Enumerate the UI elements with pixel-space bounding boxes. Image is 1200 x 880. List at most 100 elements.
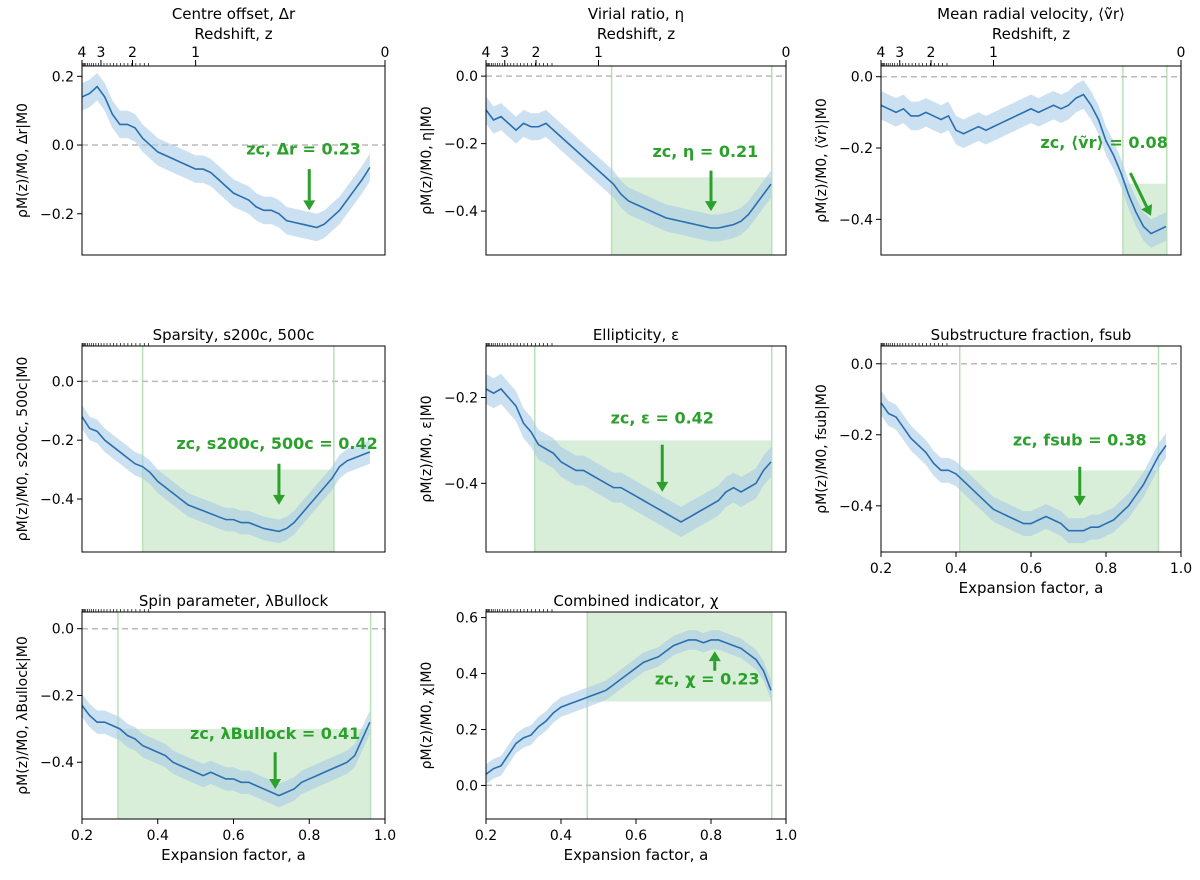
panel-title: Mean radial velocity, ⟨ṽr⟩ — [937, 5, 1125, 23]
x-tick-label: 0.6 — [625, 828, 647, 844]
x-tick-label: 1.0 — [775, 828, 797, 844]
x-tick-label: 1.0 — [1170, 561, 1192, 577]
x-tick-label: 0.6 — [1020, 561, 1042, 577]
y-tick-label: −0.2 — [40, 207, 74, 223]
annotation-label: zc, s200c, 500c = 0.42 — [176, 434, 377, 453]
y-axis-label: ρM(z)/M0, ε|M0 — [419, 395, 435, 502]
x-tick-label: 0.4 — [945, 561, 967, 577]
x-axis-label: Expansion factor, a — [959, 579, 1104, 597]
x-tick-label: 0.2 — [475, 828, 497, 844]
y-tick-label: 0.0 — [52, 374, 74, 390]
y-tick-label: 0.0 — [851, 357, 873, 373]
y-tick-label: −0.4 — [444, 476, 478, 492]
panel-centre-offset: 0.2 0.0 −0.2 4 3 2 1 0 Redshift, z Centre offset,… — [15, 5, 390, 256]
axes-frame — [81, 345, 386, 553]
x-tick-label: 0.2 — [71, 828, 93, 844]
panel-title: Ellipticity, ε — [593, 326, 679, 344]
z-tick-label: 2 — [128, 45, 137, 61]
panel-sparsity: 0.0 −0.2 −0.4 Sparsity, s200c, 500c ρM(z)/M0… — [15, 326, 386, 553]
z-tick-label: 1 — [594, 45, 603, 61]
panel-substructure-fraction: 0.0 −0.2 −0.4 0.2 0.4 0.6 0.8 1.0 Expansion fact… — [814, 326, 1192, 597]
y-tick-label: 0.0 — [851, 70, 873, 86]
annotation-label: zc, χ = 0.23 — [655, 670, 760, 689]
panel-mean-radial-velocity: 0.0 −0.2 −0.4 4 3 2 1 0 Redshift, z Mean radial v… — [814, 5, 1185, 256]
annotation-label: zc, fsub = 0.38 — [1013, 430, 1147, 449]
panel-combined-indicator: 0.6 0.4 0.2 0.0 0.2 0.4 0.6 0.8 1.0 Expansion fac… — [419, 592, 797, 864]
y-axis-label: ρM(z)/M0, η|M0 — [419, 106, 435, 214]
y-tick-label: 0.0 — [52, 138, 74, 154]
series-line — [81, 705, 371, 797]
z-tick-label: 3 — [895, 45, 904, 61]
annotation-label: zc, ⟨ṽr⟩ = 0.08 — [1040, 133, 1167, 152]
panel-virial-ratio: 0.0 −0.2 −0.4 4 3 2 1 0 Redshift, z Virial ratio,… — [419, 5, 791, 256]
annotation-arrow-head — [656, 481, 669, 492]
y-tick-label: −0.2 — [839, 141, 873, 157]
annotation-label: zc, ε = 0.42 — [611, 408, 714, 427]
z-tick-label: 4 — [78, 45, 87, 61]
y-tick-label: 0.4 — [456, 667, 478, 683]
axes-frame — [880, 65, 1182, 256]
series-line — [485, 387, 772, 523]
y-tick-label: −0.2 — [444, 137, 478, 153]
z-tick-label: 4 — [482, 45, 491, 61]
annotation-label: zc, η = 0.21 — [652, 142, 758, 161]
y-tick-label: −0.4 — [40, 755, 74, 771]
panel-ellipticity: −0.2 −0.4 Ellipticity, ε ρM(z)/M0, ε|M0 zc, … — [419, 326, 787, 553]
annotation-arrow-shaft — [1129, 172, 1149, 208]
y-tick-label: −0.4 — [40, 492, 74, 508]
y-tick-label: 0.2 — [456, 722, 478, 738]
panel-title: Centre offset, Δr — [172, 5, 296, 23]
annotation-label: zc, λBullock = 0.41 — [190, 724, 360, 743]
annotation-arrow-head — [269, 778, 282, 789]
y-axis-label: ρM(z)/M0, λBullock|M0 — [15, 636, 31, 794]
z-tick-label: 2 — [927, 45, 936, 61]
series-line — [880, 402, 1167, 532]
top-axis-label: Redshift, z — [194, 25, 272, 43]
y-tick-label: −0.4 — [839, 499, 873, 515]
y-axis-label: ρM(z)/M0, fsub|M0 — [814, 384, 830, 514]
uncertainty-band — [486, 373, 771, 537]
panel-title: Sparsity, s200c, 500c — [153, 326, 315, 344]
panel-spin-parameter: 0.0 −0.2 −0.4 0.2 0.4 0.6 0.8 1.0 Expansion fact… — [15, 592, 396, 864]
z-tick-label: 1 — [989, 45, 998, 61]
axes-frame — [485, 65, 787, 256]
series-line — [81, 416, 371, 533]
z-tick-label: 3 — [96, 45, 105, 61]
z-tick-label: 0 — [381, 45, 390, 61]
uncertainty-band — [881, 390, 1166, 544]
x-tick-label: 1.0 — [374, 828, 396, 844]
y-tick-label: 0.6 — [456, 611, 478, 627]
x-axis-label: Expansion factor, a — [161, 846, 306, 864]
series-line — [880, 93, 1167, 235]
annotation-arrow-head — [303, 200, 316, 211]
series-line — [485, 109, 772, 229]
y-tick-label: −0.4 — [444, 204, 478, 220]
annotation-arrow-head — [1073, 495, 1086, 506]
annotation-arrow-head — [1141, 204, 1153, 216]
series-line — [81, 85, 371, 229]
x-tick-label: 0.2 — [870, 561, 892, 577]
y-tick-label: 0.0 — [456, 778, 478, 794]
y-axis-label: ρM(z)/M0, χ|M0 — [419, 662, 435, 770]
z-tick-label: 0 — [782, 45, 791, 61]
y-tick-label: −0.2 — [40, 433, 74, 449]
y-tick-label: −0.2 — [40, 688, 74, 704]
series-line — [485, 639, 772, 775]
y-tick-label: 0.2 — [52, 69, 74, 85]
panel-title: Spin parameter, λBullock — [139, 592, 329, 610]
x-tick-label: 0.8 — [1095, 561, 1117, 577]
top-axis-label: Redshift, z — [597, 25, 675, 43]
y-axis-label: ρM(z)/M0, s200c, 500c|M0 — [15, 357, 31, 542]
axes-frame — [485, 345, 787, 553]
annotation-arrow-head — [708, 651, 721, 662]
uncertainty-band — [82, 693, 370, 808]
z-tick-label: 2 — [532, 45, 541, 61]
y-axis-label: ρM(z)/M0, ⟨ṽr⟩|M0 — [814, 98, 830, 223]
uncertainty-band — [486, 630, 771, 785]
annotation-arrow-head — [705, 201, 717, 212]
z-tick-label: 1 — [191, 45, 200, 61]
axes-frame — [81, 65, 386, 256]
panel-title: Virial ratio, η — [588, 5, 684, 23]
y-tick-label: 0.0 — [456, 69, 478, 85]
